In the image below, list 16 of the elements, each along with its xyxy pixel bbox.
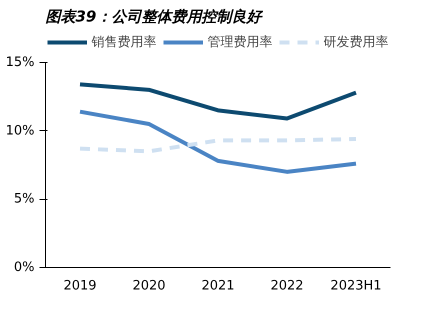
x-tick-label: 2020 bbox=[132, 278, 166, 294]
line-series bbox=[78, 137, 358, 154]
x-tick-label: 2021 bbox=[201, 278, 235, 294]
line-series bbox=[78, 82, 358, 121]
legend-label: 研发费用率 bbox=[324, 34, 388, 51]
y-tick-label: 5% bbox=[14, 192, 34, 207]
x-tick-label: 2022 bbox=[270, 278, 304, 294]
y-tick-label: 10% bbox=[6, 123, 35, 138]
x-tick-label: 2023H1 bbox=[330, 278, 382, 294]
legend-label: 管理费用率 bbox=[208, 34, 272, 51]
line-series bbox=[78, 110, 358, 174]
x-tick-label: 2019 bbox=[63, 278, 97, 294]
y-tick-label: 0% bbox=[14, 260, 34, 275]
y-tick-label: 15% bbox=[6, 55, 35, 70]
chart-title: 图表39：公司整体费用控制良好 bbox=[46, 8, 264, 26]
legend-label: 销售费用率 bbox=[92, 34, 156, 51]
